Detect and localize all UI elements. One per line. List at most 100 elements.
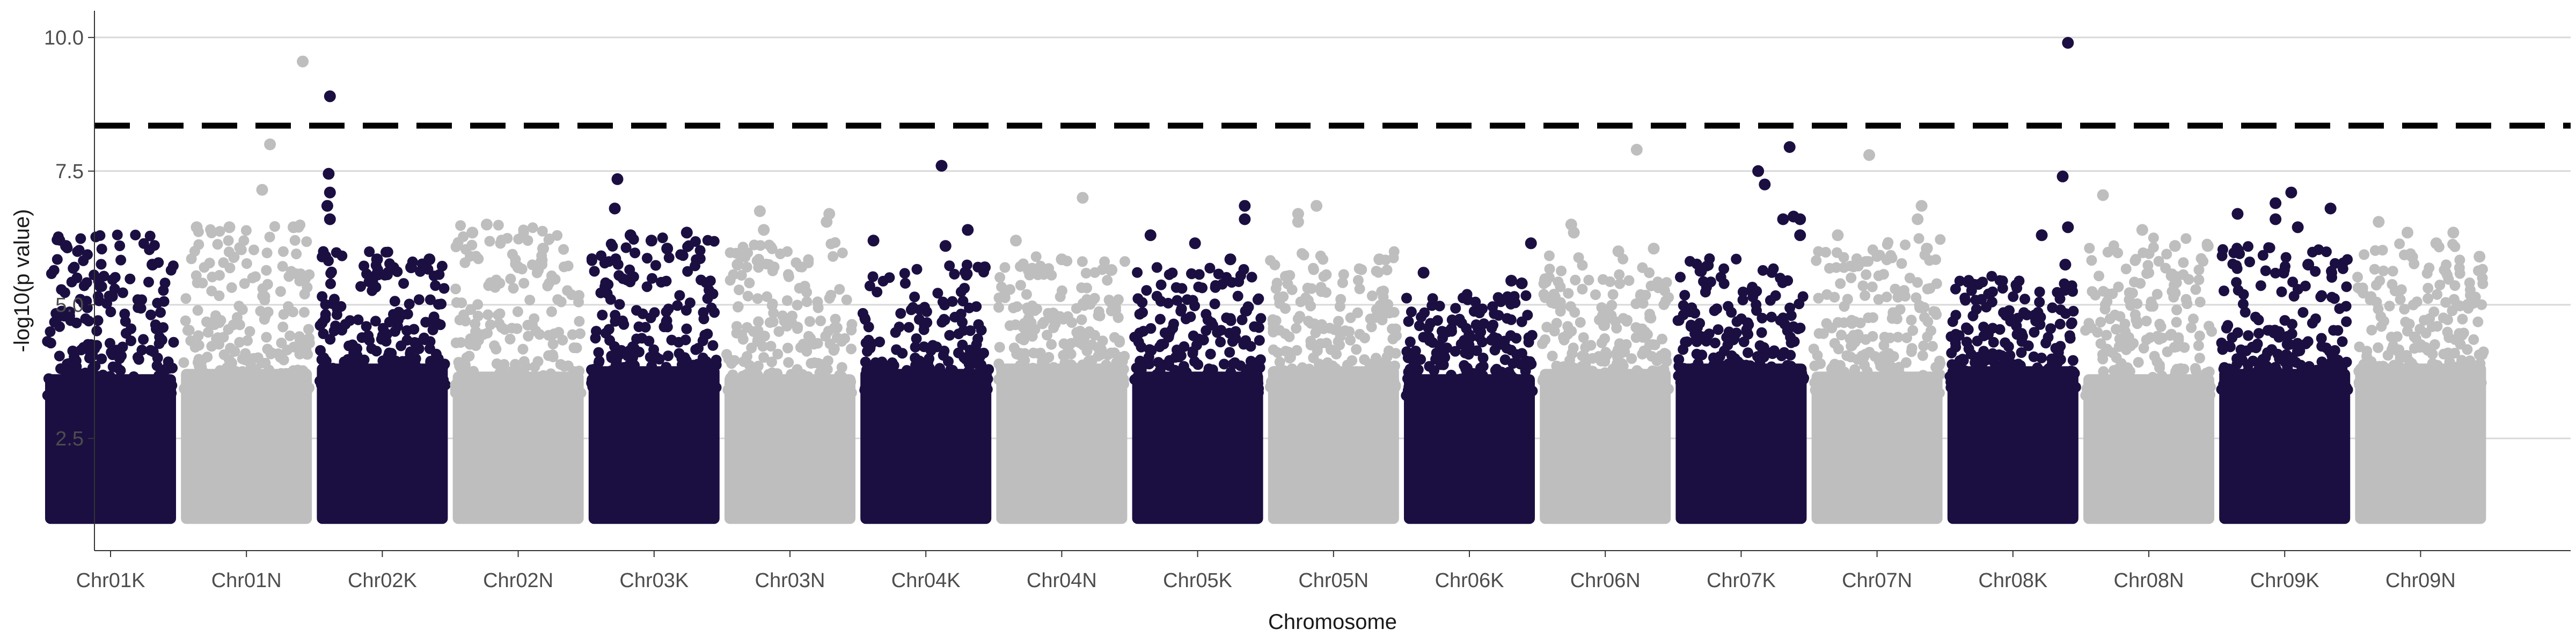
snp-point [438,283,450,294]
snp-point [76,345,87,356]
snp-point [2269,325,2280,335]
snp-point [1900,357,1912,368]
snp-point [743,384,755,396]
snp-point [1366,321,1377,333]
snp-point [2394,379,2405,390]
snp-point [765,341,777,352]
snp-point [2316,290,2328,301]
x-tick-label: Chr09K [2250,569,2319,592]
snp-point [1159,327,1170,339]
snp-point [193,239,204,250]
snp-point [248,244,259,255]
snp-point [1563,367,1575,378]
snp-point [1631,384,1642,396]
snp-point [434,269,445,280]
snp-point [2463,303,2474,314]
snp-point [1037,356,1048,367]
snp-point [286,266,297,277]
snp-point [262,279,273,290]
snp-point [2231,385,2243,396]
snp-peak-point [1516,277,1528,289]
snp-peak-point [1630,144,1643,156]
snp-peak-point [1783,141,1796,153]
snp-point [1077,256,1088,267]
snp-point [676,353,687,364]
snp-point [166,380,178,391]
snp-point [92,315,104,326]
dense-snp-band [317,363,448,524]
snp-point [956,380,968,391]
snp-point [532,356,544,367]
snp-point [1835,278,1846,289]
snp-point [2231,277,2242,288]
snp-point [1555,306,1566,317]
snp-point [1945,331,1957,342]
snp-point [69,351,80,362]
snp-peak-point [1759,178,1771,191]
snp-point [825,238,837,250]
snp-point [792,364,803,375]
snp-point [2199,390,2210,401]
snp-point [240,348,251,359]
snp-point [1546,297,1557,308]
snp-point [1557,383,1568,394]
snp-point [2011,320,2022,331]
snp-point [1541,276,1552,288]
snp-point [2240,306,2251,318]
snp-point [663,252,675,264]
snp-point [1066,317,1078,328]
snp-point [1213,268,1224,280]
snp-point [1605,276,1616,287]
snp-point [334,370,346,382]
snp-peak-point [2302,259,2315,271]
snp-point [1028,347,1039,358]
snp-point [2467,294,2478,305]
snp-point [2125,300,2136,311]
snp-point [1590,289,1601,301]
snp-point [652,375,663,386]
snp-peak-point [2292,221,2304,233]
snp-point [206,286,217,297]
snp-point [2124,287,2135,298]
snp-point [2370,280,2382,291]
snp-point [1737,362,1748,374]
snp-point [1635,289,1646,300]
snp-point [153,338,165,349]
snp-point [1401,292,1412,304]
dense-snp-band [2355,363,2486,524]
snp-point [1446,374,1458,385]
snp-point [2151,356,2163,368]
y-tick-label: 7.5 [55,160,84,183]
snp-point [355,379,366,391]
snp-point [301,236,312,247]
chromosome-points-chr09n [2352,216,2489,524]
x-tick-label: Chr03K [619,569,689,592]
snp-point [269,221,280,232]
snp-point [2237,298,2249,310]
snp-point [2186,322,2197,333]
snp-point [919,320,930,331]
snp-point [1450,346,1461,357]
snp-point [389,296,400,307]
snp-point [1318,254,1329,265]
x-axis-title: Chromosome [1268,610,1397,634]
snp-point [607,240,618,252]
snp-point [1450,303,1461,314]
snp-point [2113,281,2124,292]
snp-point [379,326,390,338]
snp-point [1958,382,1969,393]
snp-point [1291,382,1302,393]
snp-point [874,336,885,348]
snp-point [2243,364,2254,376]
snp-point [1986,270,1997,282]
snp-point [606,352,617,363]
snp-point [2055,354,2066,365]
snp-point [2253,328,2264,339]
snp-point [1030,251,1042,262]
snp-point [223,324,234,335]
snp-point [1377,357,1387,369]
snp-point [1309,318,1320,330]
snp-point [598,381,610,392]
snp-point [2409,331,2420,342]
snp-peak-point [481,218,493,231]
